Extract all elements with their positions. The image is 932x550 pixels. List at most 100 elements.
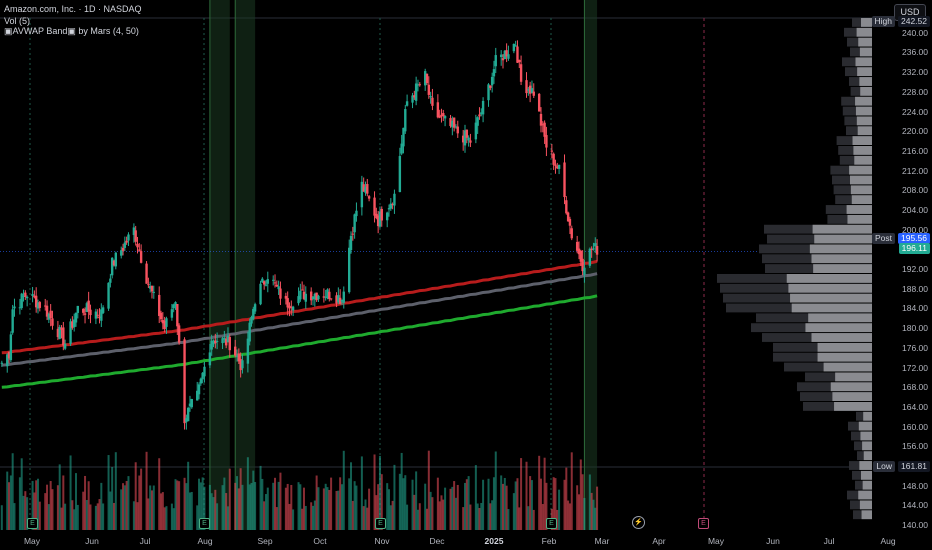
candle-body (440, 114, 443, 117)
volume-bar (185, 483, 188, 530)
candle-body (539, 113, 543, 126)
candle-body (261, 278, 264, 283)
volume-bar (214, 489, 217, 530)
candle-body (452, 117, 456, 128)
high-label-tag: High (871, 16, 895, 27)
volume-bar (402, 478, 405, 530)
candle-body (552, 153, 555, 165)
volume-bar (350, 462, 353, 530)
volume-bar (49, 481, 52, 530)
volume-indicator-label[interactable]: Vol (5) (4, 16, 31, 26)
candle-body (375, 213, 378, 219)
candle-body (101, 307, 105, 313)
candle-body (512, 43, 516, 52)
volume-bar (36, 478, 39, 530)
volume-bar (558, 489, 561, 530)
volume-bar (393, 464, 396, 530)
candle-body (297, 296, 300, 304)
volume-bar (111, 467, 114, 530)
time-axis-tick: Jul (823, 536, 835, 546)
future-earnings-marker[interactable]: E (698, 518, 709, 529)
candle-body (183, 339, 186, 424)
earnings-marker[interactable]: E (375, 518, 386, 529)
volume-bar (22, 495, 25, 530)
price-axis-tick: 184.00 (902, 303, 928, 314)
volume-bar (594, 507, 597, 530)
candle-body (241, 360, 244, 369)
candle-body (136, 243, 139, 248)
candle-body (188, 403, 192, 407)
candle-body (364, 186, 367, 193)
price-axis-tick: 144.00 (902, 500, 928, 511)
candle-body (58, 327, 61, 339)
volume-bar (469, 504, 472, 530)
volume-bar (225, 493, 228, 530)
candle-body (398, 156, 402, 193)
volume-bar (353, 481, 356, 530)
price-axis-tick: 216.00 (902, 145, 928, 156)
time-axis-tick: Apr (652, 536, 666, 546)
candle-body (288, 305, 291, 309)
avwap-indicator-label[interactable]: ▣AVWAP Band▣ by Mars (4, 50) (4, 26, 139, 36)
volume-profile-bar (846, 205, 872, 214)
time-axis-tick: Sep (257, 536, 273, 546)
candle-body (527, 89, 530, 91)
candle-body (299, 290, 302, 300)
candle-body (404, 109, 407, 132)
event-icon[interactable]: ⚡ (632, 516, 645, 529)
candle-body (69, 321, 72, 344)
candle-body (338, 297, 342, 304)
volume-bar (284, 487, 287, 530)
volume-bar (46, 484, 49, 530)
volume-bar (24, 491, 27, 530)
candle-body (150, 285, 154, 292)
earnings-marker[interactable]: E (27, 518, 38, 529)
candle-body (566, 212, 570, 222)
volume-bar (56, 485, 59, 530)
volume-bar (89, 504, 92, 530)
candle-body (494, 55, 497, 67)
volume-profile-bar (863, 451, 872, 461)
price-axis-tick: 148.00 (902, 480, 928, 491)
volume-profile-bar (855, 106, 872, 116)
candle-body (44, 305, 47, 307)
volume-bar (427, 450, 430, 530)
volume-bar (261, 478, 264, 530)
volume-bar (348, 478, 351, 530)
volume-bar (355, 485, 358, 530)
volume-profile-bar (823, 362, 872, 372)
volume-profile-bar (847, 214, 872, 224)
candle-body (71, 321, 74, 328)
volume-bar (174, 479, 177, 530)
volume-bar (541, 504, 544, 530)
candle-body (33, 295, 36, 298)
volume-bar (297, 482, 300, 530)
candle-body (266, 279, 269, 284)
volume-profile-bar (859, 77, 872, 86)
candle-body (451, 120, 454, 128)
volume-bar (431, 497, 434, 530)
volume-bar (454, 497, 457, 530)
volume-bar (337, 490, 340, 530)
volume-bar (199, 482, 202, 530)
candle-body (11, 309, 14, 333)
volume-bar (489, 503, 492, 530)
volume-bar (507, 509, 510, 530)
symbol-title: Amazon.com, Inc. · 1D · NASDAQ (4, 4, 142, 14)
earnings-marker[interactable]: E (199, 518, 210, 529)
candle-body (443, 116, 447, 119)
avwap-upper-band (1, 259, 598, 355)
candle-body (87, 300, 90, 312)
volume-bar (326, 487, 329, 530)
candle-body (121, 247, 125, 251)
volume-bar (579, 459, 582, 530)
volume-bar (324, 483, 327, 530)
volume-bar (596, 486, 599, 530)
candle-body (174, 302, 177, 306)
time-axis-tick: Nov (374, 536, 390, 546)
candle-body (416, 84, 420, 86)
earnings-marker[interactable]: E (546, 518, 557, 529)
volume-bar (532, 509, 535, 530)
candle-body (545, 135, 548, 148)
